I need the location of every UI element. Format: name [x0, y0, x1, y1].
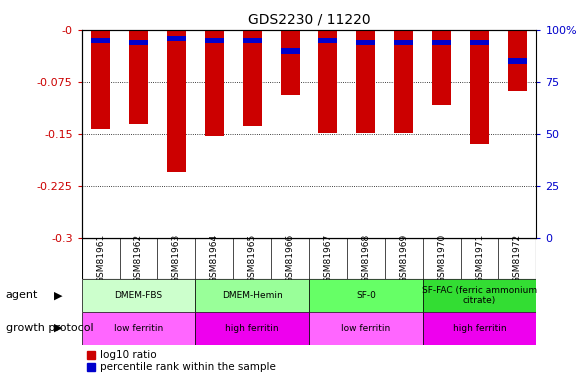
- Bar: [129, 40, 148, 45]
- Bar: [394, 30, 413, 133]
- Bar: [423, 279, 536, 312]
- Title: GDS2230 / 11220: GDS2230 / 11220: [248, 12, 370, 26]
- Text: SF-0: SF-0: [356, 291, 376, 300]
- Bar: [129, 30, 148, 124]
- Bar: [82, 279, 195, 312]
- Bar: [394, 40, 413, 45]
- Bar: [432, 40, 451, 45]
- Bar: [195, 279, 309, 312]
- Bar: [318, 30, 338, 133]
- Bar: [280, 48, 300, 54]
- Bar: [205, 30, 224, 136]
- Bar: [243, 38, 262, 43]
- Bar: [82, 312, 195, 345]
- Text: GSM81967: GSM81967: [324, 234, 332, 284]
- Text: DMEM-Hemin: DMEM-Hemin: [222, 291, 283, 300]
- Bar: [470, 30, 489, 144]
- Text: ▶: ▶: [54, 323, 63, 333]
- Bar: [167, 36, 186, 41]
- Text: GSM81961: GSM81961: [96, 234, 105, 284]
- Bar: [356, 30, 375, 133]
- Text: GSM81971: GSM81971: [475, 234, 484, 284]
- Text: high ferritin: high ferritin: [226, 324, 279, 333]
- Bar: [309, 312, 423, 345]
- Text: low ferritin: low ferritin: [341, 324, 391, 333]
- Text: GSM81962: GSM81962: [134, 234, 143, 284]
- Bar: [356, 40, 375, 45]
- Text: GSM81963: GSM81963: [172, 234, 181, 284]
- Text: GSM81966: GSM81966: [286, 234, 294, 284]
- Bar: [318, 38, 338, 43]
- Text: GSM81968: GSM81968: [361, 234, 370, 284]
- Bar: [167, 30, 186, 172]
- Text: growth protocol: growth protocol: [6, 323, 93, 333]
- Text: low ferritin: low ferritin: [114, 324, 163, 333]
- Text: ▶: ▶: [54, 291, 63, 300]
- Text: GSM81964: GSM81964: [210, 234, 219, 284]
- Text: high ferritin: high ferritin: [453, 324, 506, 333]
- Text: GSM81970: GSM81970: [437, 234, 446, 284]
- Text: GSM81972: GSM81972: [513, 234, 522, 284]
- Bar: [432, 30, 451, 105]
- Bar: [508, 30, 527, 91]
- Text: agent: agent: [6, 291, 38, 300]
- Bar: [470, 40, 489, 45]
- Bar: [423, 312, 536, 345]
- Bar: [280, 30, 300, 94]
- Bar: [243, 30, 262, 126]
- Bar: [195, 312, 309, 345]
- Bar: [91, 30, 110, 129]
- Bar: [91, 38, 110, 43]
- Bar: [309, 279, 423, 312]
- Text: SF-FAC (ferric ammonium
citrate): SF-FAC (ferric ammonium citrate): [422, 286, 537, 305]
- Text: DMEM-FBS: DMEM-FBS: [114, 291, 163, 300]
- Text: GSM81969: GSM81969: [399, 234, 408, 284]
- Text: GSM81965: GSM81965: [248, 234, 257, 284]
- Bar: [205, 38, 224, 43]
- Legend: log10 ratio, percentile rank within the sample: log10 ratio, percentile rank within the …: [87, 350, 276, 372]
- Bar: [508, 58, 527, 64]
